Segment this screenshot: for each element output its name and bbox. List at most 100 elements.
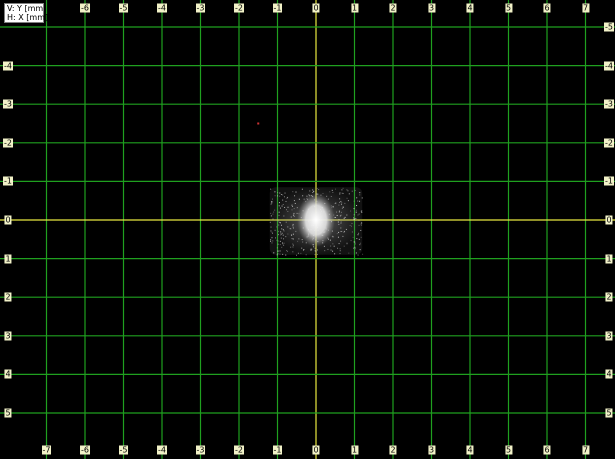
x-tick-label-top: -2: [234, 3, 244, 13]
beam-speckle: [280, 234, 282, 236]
beam-speckle: [279, 222, 281, 224]
beam-speckle: [340, 211, 342, 213]
beam-speckle: [270, 226, 272, 228]
beam-speckle: [314, 250, 316, 252]
beam-speckle: [306, 195, 308, 197]
beam-speckle: [359, 249, 361, 251]
beam-speckle: [353, 214, 355, 216]
beam-speckle: [309, 190, 311, 192]
beam-speckle: [279, 250, 281, 252]
beam-speckle: [300, 252, 302, 254]
x-tick-label-bottom: -2: [234, 445, 244, 455]
beam-speckle: [346, 189, 348, 191]
beam-speckle: [310, 248, 312, 250]
beam-speckle: [339, 248, 341, 250]
y-tick-label-left: -1: [3, 176, 13, 186]
beam-speckle: [292, 226, 294, 228]
beam-speckle: [361, 197, 363, 199]
beam-speckle: [356, 197, 358, 199]
beam-speckle: [292, 224, 294, 226]
beam-speckle: [283, 238, 285, 240]
beam-speckle: [291, 205, 293, 207]
beam-speckle: [348, 252, 350, 254]
beam-speckle: [287, 206, 289, 208]
beam-core: [297, 192, 335, 248]
y-tick-label-right: -1: [604, 176, 614, 186]
beam-speckle: [281, 205, 283, 207]
beam-speckle: [283, 230, 285, 232]
beam-speckle: [341, 230, 343, 232]
beam-speckle: [280, 233, 282, 235]
beam-speckle: [280, 194, 282, 196]
beam-speckle: [277, 240, 279, 242]
beam-speckle: [343, 217, 345, 219]
beam-speckle: [282, 203, 284, 205]
beam-speckle: [336, 215, 338, 217]
y-tick-label-right: 3: [605, 331, 613, 341]
x-tick-label-bottom: 5: [504, 445, 513, 455]
beam-speckle: [310, 249, 312, 251]
beam-speckle: [338, 204, 340, 206]
beam-speckle: [280, 224, 282, 226]
y-tick-label-left: 1: [4, 254, 12, 264]
beam-speckle: [276, 254, 278, 256]
beam-speckle: [345, 228, 347, 230]
x-tick-label-bottom: 7: [581, 445, 590, 455]
beam-speckle: [292, 243, 294, 245]
beam-speckle: [326, 195, 328, 197]
beam-speckle: [278, 221, 280, 223]
beam-speckle: [280, 232, 282, 234]
beam-speckle: [348, 193, 350, 195]
beam-speckle: [289, 228, 291, 230]
y-tick-label-right: -4: [604, 61, 614, 71]
beam-speckle: [312, 192, 314, 194]
y-tick-label-right: 2: [605, 292, 613, 302]
beam-speckle: [278, 230, 280, 232]
beam-speckle: [353, 217, 355, 219]
y-tick-label-right: 5: [605, 408, 613, 418]
beam-speckle: [342, 187, 344, 189]
beam-speckle: [316, 253, 318, 255]
beam-speckle: [313, 190, 315, 192]
beam-speckle: [337, 247, 339, 249]
beam-speckle: [282, 194, 284, 196]
beam-speckle: [293, 208, 295, 210]
beam-speckle: [296, 212, 298, 214]
x-tick-label-bottom: 4: [466, 445, 474, 455]
beam-speckle: [331, 189, 333, 191]
beam-speckle: [339, 201, 341, 203]
beam-speckle: [293, 212, 295, 214]
beam-speckle: [356, 238, 358, 240]
y-tick-label-left: 0: [4, 215, 12, 225]
beam-speckle: [279, 192, 281, 194]
beam-speckle: [294, 195, 296, 197]
beam-speckle: [279, 244, 281, 246]
x-tick-label-top: -3: [195, 3, 206, 13]
beam-speckle: [285, 221, 287, 223]
beam-speckle: [354, 190, 356, 192]
beam-speckle: [347, 200, 349, 202]
beam-speckle: [314, 250, 316, 252]
beam-speckle: [327, 248, 329, 250]
beam-speckle: [279, 253, 281, 255]
beam-speckle: [298, 238, 300, 240]
beam-speckle: [351, 222, 353, 224]
beam-speckle: [284, 192, 286, 194]
beam-speckle: [278, 202, 280, 204]
beam-speckle: [271, 202, 273, 204]
y-tick-label-left: 5: [4, 408, 12, 418]
beam-speckle: [283, 215, 285, 217]
x-tick-label-top: 3: [427, 3, 436, 13]
beam-speckle: [343, 245, 345, 247]
y-tick-label-left: 4: [4, 369, 12, 379]
beam-speckle: [271, 200, 273, 202]
beam-speckle: [339, 250, 341, 252]
beam-speckle: [341, 192, 343, 194]
beam-speckle: [360, 229, 362, 231]
beam-speckle: [332, 236, 334, 238]
beam-speckle: [324, 250, 326, 252]
beam-speckle: [277, 253, 279, 255]
beam-speckle: [344, 230, 346, 232]
